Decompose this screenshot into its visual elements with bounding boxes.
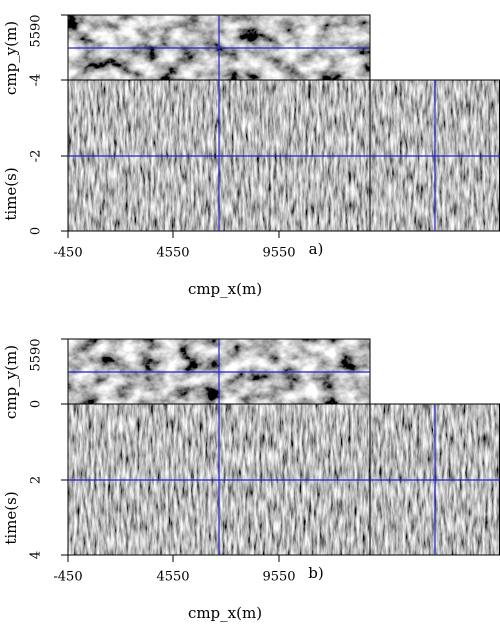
y-tick-label: 2 bbox=[29, 476, 44, 484]
y-tick-label: 0 bbox=[29, 400, 44, 408]
panel-label: a) bbox=[309, 240, 324, 258]
x-tick-label: 9550 bbox=[262, 246, 295, 261]
y-tick-label: 5590 bbox=[29, 338, 44, 371]
y-tick-label: 4 bbox=[29, 551, 44, 559]
x-tick-label: -450 bbox=[53, 570, 82, 585]
x-tick-label: 4550 bbox=[156, 570, 189, 585]
y-tick-label: -4 bbox=[29, 74, 44, 87]
y-tick-label: 0 bbox=[29, 227, 44, 235]
x-tick-label: -450 bbox=[53, 246, 82, 261]
y-axis-title: time(s) bbox=[2, 167, 20, 220]
x-tick-label: 4550 bbox=[156, 246, 189, 261]
y-axis-title: time(s) bbox=[2, 491, 20, 544]
x-axis-title: cmp_x(m) bbox=[188, 604, 262, 622]
y-tick-label: 5590 bbox=[29, 14, 44, 47]
x-axis-title: cmp_x(m) bbox=[188, 280, 262, 298]
panel-label: b) bbox=[308, 564, 323, 582]
y-axis-title: cmp_y(m) bbox=[2, 345, 20, 419]
y-tick-label: -2 bbox=[29, 150, 44, 163]
x-tick-label: 9550 bbox=[262, 570, 295, 585]
y-axis-title: cmp_y(m) bbox=[2, 21, 20, 95]
